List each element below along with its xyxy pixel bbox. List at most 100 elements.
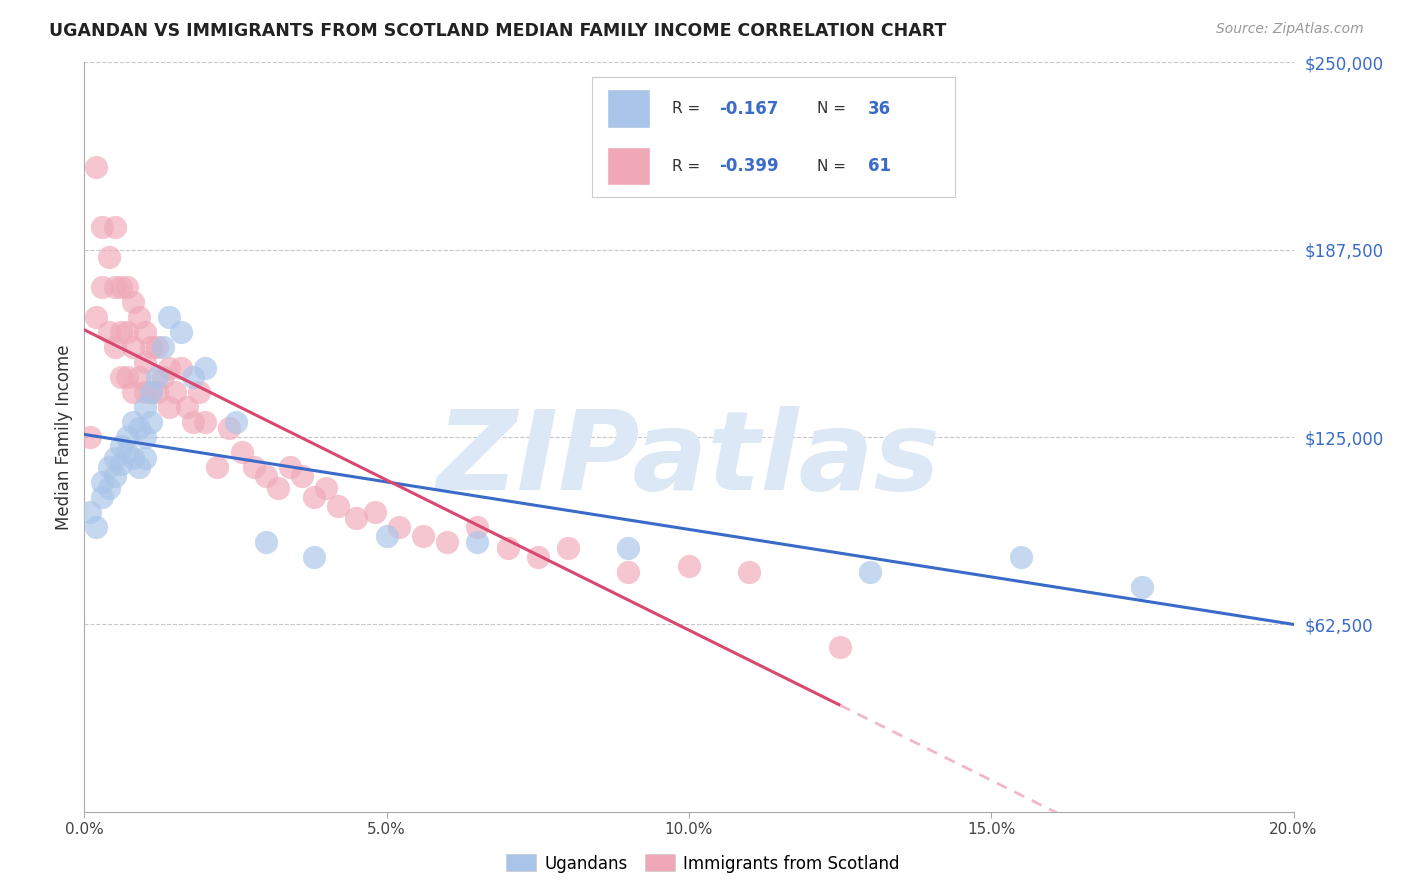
Point — [128, 421, 150, 435]
Point — [231, 445, 253, 459]
Point — [97, 250, 120, 264]
Point — [134, 355, 156, 369]
Point — [170, 361, 193, 376]
Point — [91, 280, 114, 294]
Point — [139, 385, 162, 400]
Point — [97, 481, 120, 495]
Point — [527, 549, 550, 564]
Point — [139, 340, 162, 354]
Point — [91, 220, 114, 235]
Point — [225, 415, 247, 429]
Point — [859, 565, 882, 579]
Point — [194, 415, 217, 429]
Point — [115, 445, 138, 459]
Point — [115, 430, 138, 444]
Point — [97, 325, 120, 339]
Point — [134, 325, 156, 339]
Point — [104, 451, 127, 466]
Text: ZIPatlas: ZIPatlas — [437, 406, 941, 513]
Point — [121, 451, 143, 466]
Y-axis label: Median Family Income: Median Family Income — [55, 344, 73, 530]
Point — [467, 520, 489, 534]
Point — [121, 385, 143, 400]
Point — [86, 161, 108, 175]
Point — [181, 370, 204, 384]
Point — [375, 529, 398, 543]
Point — [157, 361, 180, 376]
Point — [128, 310, 150, 325]
Point — [110, 370, 132, 384]
Point — [242, 460, 264, 475]
Point — [267, 481, 290, 495]
Point — [617, 565, 640, 579]
Point — [91, 475, 114, 489]
Point — [363, 505, 385, 519]
Point — [678, 558, 700, 573]
Point — [104, 280, 127, 294]
Point — [134, 400, 156, 414]
Point — [110, 439, 132, 453]
Point — [115, 325, 138, 339]
Point — [110, 280, 132, 294]
Point — [557, 541, 579, 555]
Point — [1130, 580, 1153, 594]
Point — [86, 520, 108, 534]
Point — [146, 340, 169, 354]
Point — [412, 529, 434, 543]
Point — [388, 520, 411, 534]
Point — [97, 460, 120, 475]
Point — [121, 415, 143, 429]
Point — [254, 469, 277, 483]
Point — [157, 310, 180, 325]
Point — [104, 220, 127, 235]
Point — [302, 490, 325, 504]
Point — [115, 280, 138, 294]
Point — [1011, 549, 1033, 564]
Point — [146, 370, 169, 384]
Point — [207, 460, 229, 475]
Point — [128, 370, 150, 384]
Point — [278, 460, 301, 475]
Point — [467, 535, 489, 549]
Point — [738, 565, 761, 579]
Point — [115, 370, 138, 384]
Point — [328, 499, 350, 513]
Point — [110, 457, 132, 471]
Point — [104, 340, 127, 354]
Point — [188, 385, 211, 400]
Point — [496, 541, 519, 555]
Point — [157, 400, 180, 414]
Point — [146, 385, 169, 400]
Point — [152, 340, 174, 354]
Point — [86, 310, 108, 325]
Point — [128, 460, 150, 475]
Point — [110, 325, 132, 339]
Point — [139, 385, 162, 400]
Point — [291, 469, 314, 483]
Point — [91, 490, 114, 504]
Point — [617, 541, 640, 555]
Point — [121, 295, 143, 310]
Point — [152, 370, 174, 384]
Point — [79, 430, 101, 444]
Point — [170, 325, 193, 339]
Text: Source: ZipAtlas.com: Source: ZipAtlas.com — [1216, 22, 1364, 37]
Point — [436, 535, 458, 549]
Point — [302, 549, 325, 564]
Text: UGANDAN VS IMMIGRANTS FROM SCOTLAND MEDIAN FAMILY INCOME CORRELATION CHART: UGANDAN VS IMMIGRANTS FROM SCOTLAND MEDI… — [49, 22, 946, 40]
Point — [181, 415, 204, 429]
Point — [104, 469, 127, 483]
Point — [194, 361, 217, 376]
Point — [79, 505, 101, 519]
Point — [830, 640, 852, 654]
Legend: Ugandans, Immigrants from Scotland: Ugandans, Immigrants from Scotland — [499, 847, 907, 880]
Point — [176, 400, 198, 414]
Point — [165, 385, 187, 400]
Point — [218, 421, 240, 435]
Point — [134, 451, 156, 466]
Point — [134, 430, 156, 444]
Point — [315, 481, 337, 495]
Point — [121, 340, 143, 354]
Point — [254, 535, 277, 549]
Point — [346, 511, 368, 525]
